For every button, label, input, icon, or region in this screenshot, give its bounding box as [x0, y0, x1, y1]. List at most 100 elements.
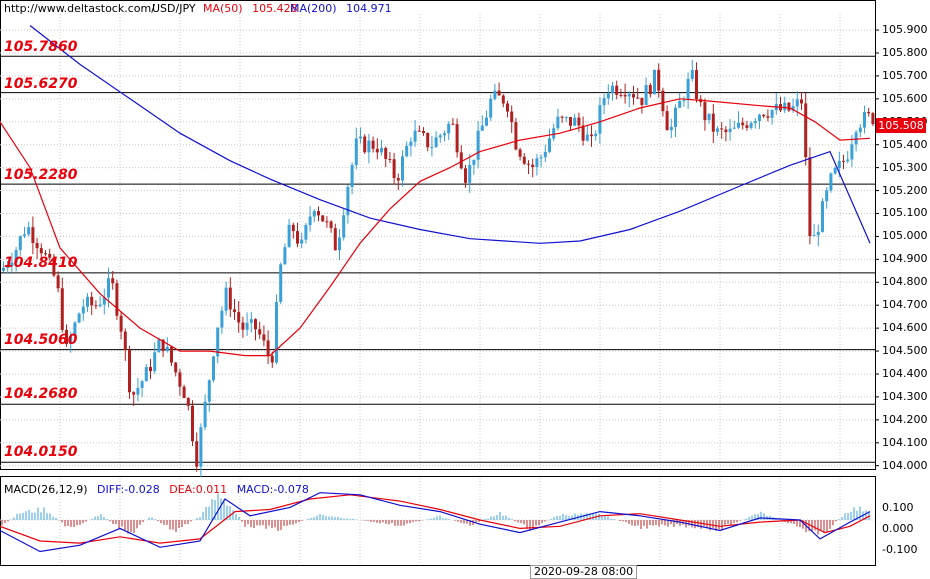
candle-body	[438, 135, 442, 138]
candle-body	[325, 221, 329, 223]
candle-body	[598, 105, 602, 134]
candle-body	[770, 110, 774, 118]
candle-body	[291, 224, 295, 232]
candle-body	[48, 253, 52, 258]
candle-body	[128, 349, 131, 393]
price-tick-label: 105.600	[882, 91, 928, 105]
macd-value-label: MACD:-0.078	[236, 483, 309, 496]
candle-body	[161, 339, 165, 351]
candle-body	[476, 130, 480, 160]
candle-body	[165, 346, 169, 351]
ma50-line	[0, 98, 871, 357]
candle-body	[669, 126, 673, 131]
candle-body	[136, 387, 140, 395]
candle-body	[174, 362, 178, 373]
price-tick-label: 104.200	[882, 412, 928, 426]
candle-body	[237, 312, 241, 323]
candle-body	[791, 106, 795, 111]
candle-body	[346, 186, 350, 216]
candle-body	[485, 117, 488, 126]
candle-body	[766, 116, 770, 118]
candle-body	[220, 310, 224, 328]
candle-body	[493, 90, 497, 99]
candle-body	[594, 133, 598, 137]
candle-body	[388, 158, 392, 160]
macd-tick-zero: 0.000	[882, 522, 914, 535]
candle-body	[350, 165, 354, 187]
price-tick-label: 104.500	[882, 344, 928, 358]
candle-body	[577, 117, 581, 126]
candle-body	[821, 201, 824, 232]
level-label-105228: 105.2280	[4, 167, 78, 183]
candle-body	[363, 136, 367, 153]
candle-body	[682, 100, 686, 102]
candle-body	[2, 267, 5, 271]
ma200-label: MA(200)	[290, 2, 337, 15]
candle-body	[518, 149, 522, 157]
candle-body	[262, 334, 266, 341]
macd-dea-line	[0, 494, 871, 544]
candle-body	[825, 190, 829, 202]
candle-body	[690, 70, 694, 79]
candle-body	[455, 124, 459, 153]
candle-body	[615, 85, 619, 95]
candle-body	[854, 132, 858, 145]
candle-body	[514, 122, 518, 150]
candle-body	[816, 231, 820, 236]
level-label-105627: 105.6270	[4, 76, 78, 92]
candle-body	[451, 123, 455, 125]
candle-body	[871, 113, 875, 125]
crosshair-date-label: 2020-09-28 08:00	[530, 565, 638, 579]
candle-body	[77, 313, 81, 323]
candle-body	[447, 123, 451, 134]
macd-tick-pos: 0.100	[882, 501, 914, 514]
candle-body	[401, 156, 404, 181]
level-label-104841: 104.8410	[4, 255, 78, 271]
candle-body	[409, 141, 413, 146]
candle-body	[86, 296, 89, 307]
price-tick-label: 104.300	[882, 389, 928, 403]
price-tick-label: 105.200	[882, 183, 928, 197]
candle-body	[98, 304, 102, 307]
candle-body	[182, 386, 186, 399]
candle-body	[783, 102, 787, 111]
candle-body	[287, 224, 291, 248]
candle-body	[686, 78, 690, 101]
candle-body	[732, 127, 736, 129]
candle-body	[665, 111, 669, 131]
price-tick-label: 104.100	[882, 435, 928, 449]
candle-body	[812, 235, 816, 237]
candle-body	[321, 215, 325, 222]
candle-body	[300, 239, 304, 244]
candle-body	[695, 70, 698, 100]
candle-body	[69, 336, 73, 345]
candle-body	[304, 225, 308, 240]
candle-body	[506, 103, 509, 112]
price-tick-label: 104.400	[882, 366, 928, 380]
candle-body	[653, 69, 656, 95]
candle-body	[338, 237, 341, 251]
candle-body	[602, 98, 606, 106]
candle-body	[661, 90, 665, 112]
candle-body	[233, 309, 236, 313]
candle-body	[674, 107, 677, 127]
candle-body	[212, 356, 215, 381]
candle-body	[73, 322, 77, 337]
candle-body	[44, 253, 47, 255]
candle-body	[564, 117, 568, 119]
candle-body	[762, 114, 766, 117]
macd-panel-frame	[0, 476, 876, 566]
candle-body	[497, 90, 501, 96]
price-tick-label: 105.100	[882, 206, 928, 220]
candle-body	[380, 147, 383, 153]
price-tick-label: 105.300	[882, 160, 928, 174]
candle-body	[527, 163, 530, 165]
candle-body	[619, 94, 623, 96]
level-label-104268: 104.2680	[4, 386, 78, 402]
candle-body	[153, 352, 157, 372]
candle-body	[585, 134, 589, 141]
candle-body	[707, 113, 711, 121]
candle-body	[749, 122, 753, 128]
candle-body	[283, 247, 287, 265]
